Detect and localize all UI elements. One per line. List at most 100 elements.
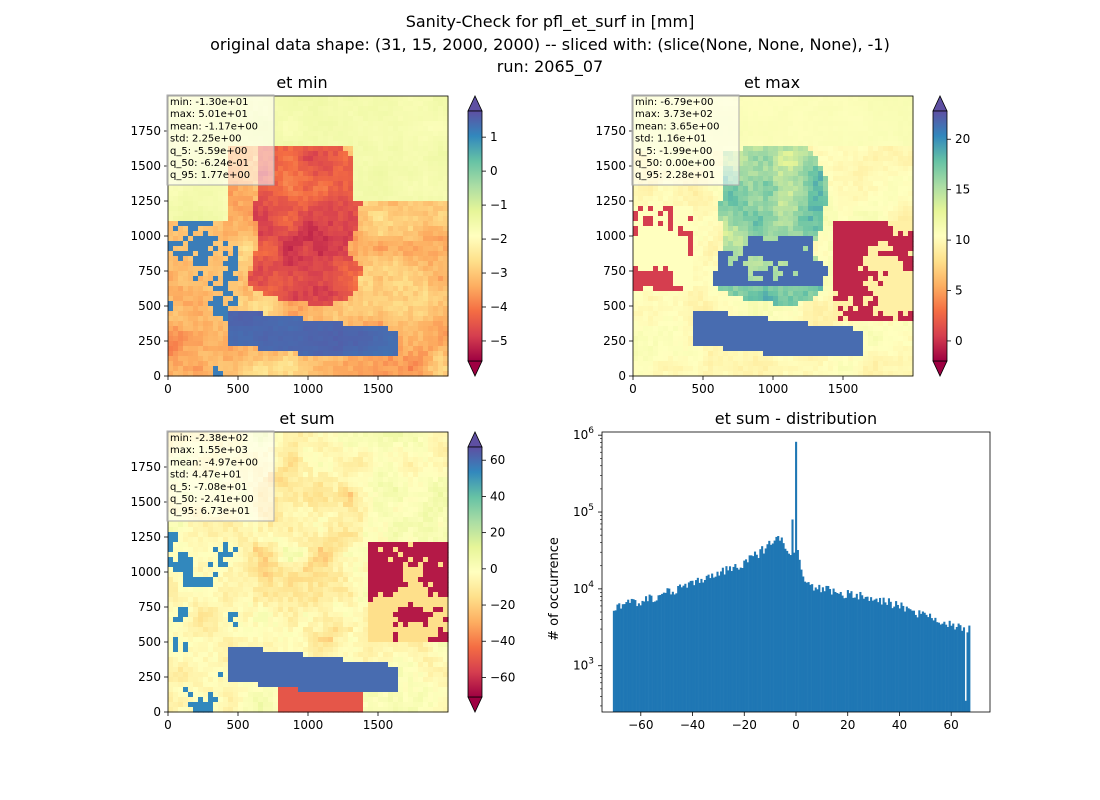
histogram-bar — [616, 604, 619, 712]
histogram-bar — [634, 600, 637, 712]
histogram-bar — [780, 537, 783, 712]
histogram-bar — [682, 585, 685, 712]
stats-line: q_95: 6.73e+01 — [170, 506, 250, 517]
histogram-bar — [828, 589, 832, 712]
histogram-bar — [875, 598, 878, 712]
y-tick-label: 1250 — [130, 194, 161, 208]
histogram-bar — [711, 573, 714, 712]
histogram-bar — [896, 604, 899, 712]
histogram-bar — [620, 608, 623, 712]
histogram-bar — [878, 597, 882, 712]
y-tick-label: 0 — [153, 705, 161, 719]
histogram-bar — [689, 580, 692, 712]
histogram-bar — [778, 540, 782, 712]
histogram-bar — [716, 571, 719, 712]
histogram-bar — [686, 587, 689, 712]
histogram-bar — [889, 601, 892, 712]
histogram-bar — [880, 604, 883, 712]
histogram-bar — [678, 584, 682, 712]
panel-title: et min — [276, 73, 327, 92]
histogram-bar — [825, 585, 828, 712]
y-tick-label: 1750 — [595, 124, 626, 138]
histogram-bar — [848, 593, 851, 712]
histogram-bar — [796, 550, 799, 712]
colorbar-extend-min — [932, 360, 948, 377]
histogram-bar — [703, 579, 707, 712]
y-tick-label: 1500 — [130, 159, 161, 173]
panel-title: et max — [744, 73, 800, 92]
histogram-bar — [661, 593, 664, 712]
colorbar-tick-label: 40 — [490, 489, 505, 503]
histogram-bar — [864, 596, 867, 712]
histogram-bar — [770, 544, 773, 712]
histogram-bar — [884, 602, 887, 712]
colorbar-tick-label: −4 — [490, 300, 508, 314]
histogram-bar — [930, 618, 933, 712]
histogram-bar — [700, 578, 703, 712]
histogram-bar — [961, 630, 964, 712]
histogram-bar — [636, 606, 639, 712]
histogram-bar — [718, 575, 721, 712]
histogram-bar — [941, 623, 944, 712]
histogram-bar — [687, 582, 690, 712]
histogram-bar — [639, 605, 642, 712]
stats-line: max: 3.73e+02 — [635, 109, 713, 120]
histogram-bar — [916, 617, 919, 712]
histogram-bar — [623, 604, 626, 712]
histogram-bar — [850, 591, 853, 712]
stats-line: min: -2.38e+02 — [170, 433, 249, 444]
histogram-bar — [895, 601, 898, 712]
y-tick-label: 0 — [153, 369, 161, 383]
histogram-bar — [736, 567, 739, 712]
histogram-bar — [632, 599, 635, 712]
histogram-bar — [709, 578, 712, 712]
histogram-bar — [900, 602, 903, 712]
histogram-bar — [891, 608, 894, 712]
histogram-bar — [757, 558, 760, 712]
histogram-bar — [612, 610, 615, 712]
histogram-bar — [695, 580, 698, 712]
histogram-bar — [787, 553, 790, 712]
histogram-bar — [732, 566, 735, 712]
histogram-bar — [859, 591, 862, 712]
y-tick-label: 105 — [573, 503, 594, 519]
histogram-bar — [907, 608, 910, 712]
figure-run-label: run: 2065_07 — [496, 57, 604, 76]
y-tick-label: 106 — [573, 426, 594, 442]
stats-line: mean: 3.65e+00 — [635, 121, 719, 132]
histogram-bar — [741, 568, 744, 712]
histogram-bar — [730, 571, 733, 712]
panel-et-sum-distribution: et sum - distribution # of occurrence −6… — [547, 409, 991, 732]
histogram-bar — [832, 588, 835, 712]
histogram-bar — [839, 591, 842, 712]
y-tick-label: 1500 — [595, 159, 626, 173]
histogram-bar — [816, 589, 819, 712]
histogram-bar — [746, 562, 749, 712]
histogram-bar — [909, 609, 912, 712]
histogram-bar — [834, 591, 837, 712]
x-tick-label: −40 — [680, 718, 705, 732]
histogram-bar — [657, 595, 660, 712]
histogram-bar — [641, 600, 644, 712]
histogram-bar — [948, 620, 951, 712]
histogram-bar — [773, 540, 776, 712]
histogram-bar — [837, 593, 840, 712]
histogram-bar — [957, 623, 960, 712]
histogram-bar — [750, 555, 753, 712]
x-tick-label: 20 — [840, 718, 855, 732]
histogram-bar — [795, 441, 798, 712]
x-tick-label: 60 — [944, 718, 959, 732]
histogram-bar — [775, 536, 778, 712]
heatmap-cells — [168, 432, 449, 713]
panel-title: et sum — [279, 409, 334, 428]
y-tick-label: 1250 — [595, 194, 626, 208]
x-tick-label: 500 — [227, 718, 250, 732]
stats-line: std: 2.25e+00 — [170, 134, 242, 145]
stats-line: q_50: 0.00e+00 — [635, 158, 715, 169]
histogram-bar — [739, 567, 742, 712]
histogram-bar — [962, 627, 966, 712]
histogram-bar — [737, 569, 740, 712]
colorbar-tick-label: 0 — [490, 164, 498, 178]
histogram-bar — [673, 594, 676, 712]
histogram-bar — [789, 555, 792, 712]
